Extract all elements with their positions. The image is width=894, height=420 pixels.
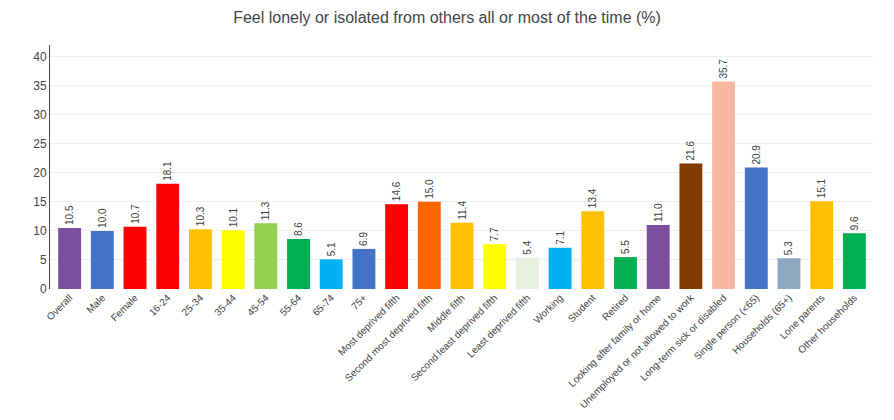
svg-text:7.1: 7.1 <box>555 230 566 244</box>
svg-text:5.3: 5.3 <box>783 241 794 255</box>
svg-text:Overall: Overall <box>44 292 74 322</box>
svg-text:Middle fifth: Middle fifth <box>425 292 467 334</box>
svg-text:Student: Student <box>566 292 598 324</box>
svg-text:35.7: 35.7 <box>718 59 729 79</box>
svg-text:11.4: 11.4 <box>457 201 468 220</box>
svg-text:14.6: 14.6 <box>391 181 402 201</box>
svg-text:10.5: 10.5 <box>64 205 75 225</box>
svg-text:75+: 75+ <box>349 292 369 312</box>
svg-text:30: 30 <box>33 108 47 122</box>
svg-text:40: 40 <box>33 50 47 64</box>
svg-text:11.3: 11.3 <box>260 201 271 220</box>
svg-text:0: 0 <box>40 282 47 296</box>
svg-text:10.1: 10.1 <box>228 207 239 227</box>
svg-text:Single person (<65): Single person (<65) <box>692 292 762 362</box>
svg-text:Second least deprived fifth: Second least deprived fifth <box>409 292 500 383</box>
svg-text:Other households: Other households <box>796 292 860 356</box>
svg-text:5.4: 5.4 <box>522 240 533 254</box>
svg-text:Most deprived fifth: Most deprived fifth <box>336 292 402 358</box>
svg-text:Male: Male <box>84 292 107 315</box>
svg-text:5.5: 5.5 <box>620 240 631 254</box>
svg-text:35-44: 35-44 <box>212 292 238 318</box>
svg-text:Unemployed or not allowed to w: Unemployed or not allowed to work <box>578 291 697 410</box>
svg-text:Long-term sick or disabled: Long-term sick or disabled <box>638 292 729 383</box>
svg-text:10.7: 10.7 <box>130 204 141 224</box>
svg-text:15: 15 <box>33 195 47 209</box>
svg-text:5.1: 5.1 <box>326 242 337 256</box>
svg-text:6.9: 6.9 <box>358 232 369 246</box>
svg-text:Least deprived fifth: Least deprived fifth <box>465 292 533 360</box>
svg-text:Looking after family or home: Looking after family or home <box>566 292 663 389</box>
svg-text:Female: Female <box>109 292 141 324</box>
svg-text:15.1: 15.1 <box>816 178 827 198</box>
svg-text:Retired: Retired <box>600 292 631 323</box>
svg-text:7.7: 7.7 <box>489 227 500 241</box>
svg-text:35: 35 <box>33 79 47 93</box>
svg-text:Feel lonely or isolated from o: Feel lonely or isolated from others all … <box>233 9 661 26</box>
svg-text:10.0: 10.0 <box>97 208 108 228</box>
svg-text:18.1: 18.1 <box>162 161 173 181</box>
svg-text:8.6: 8.6 <box>293 222 304 236</box>
svg-text:Working: Working <box>531 292 565 326</box>
svg-text:45-54: 45-54 <box>245 292 271 318</box>
svg-text:Lone parents: Lone parents <box>778 292 827 341</box>
svg-text:25: 25 <box>33 137 47 151</box>
svg-text:25-34: 25-34 <box>179 292 205 318</box>
svg-text:65-74: 65-74 <box>310 292 336 318</box>
svg-text:55-64: 55-64 <box>278 292 304 318</box>
svg-text:Second most deprived fifth: Second most deprived fifth <box>343 292 435 384</box>
svg-text:15.0: 15.0 <box>424 179 435 199</box>
svg-text:20: 20 <box>33 166 47 180</box>
svg-text:Households (65+): Households (65+) <box>730 292 794 356</box>
svg-text:10: 10 <box>33 224 47 238</box>
svg-text:16-24: 16-24 <box>147 292 173 318</box>
svg-text:21.6: 21.6 <box>685 141 696 161</box>
svg-text:11.0: 11.0 <box>653 203 664 222</box>
svg-text:9.6: 9.6 <box>849 216 860 230</box>
svg-text:10.3: 10.3 <box>195 206 206 226</box>
svg-text:20.9: 20.9 <box>751 145 762 165</box>
svg-text:5: 5 <box>40 253 47 267</box>
svg-text:13.4: 13.4 <box>587 188 598 208</box>
